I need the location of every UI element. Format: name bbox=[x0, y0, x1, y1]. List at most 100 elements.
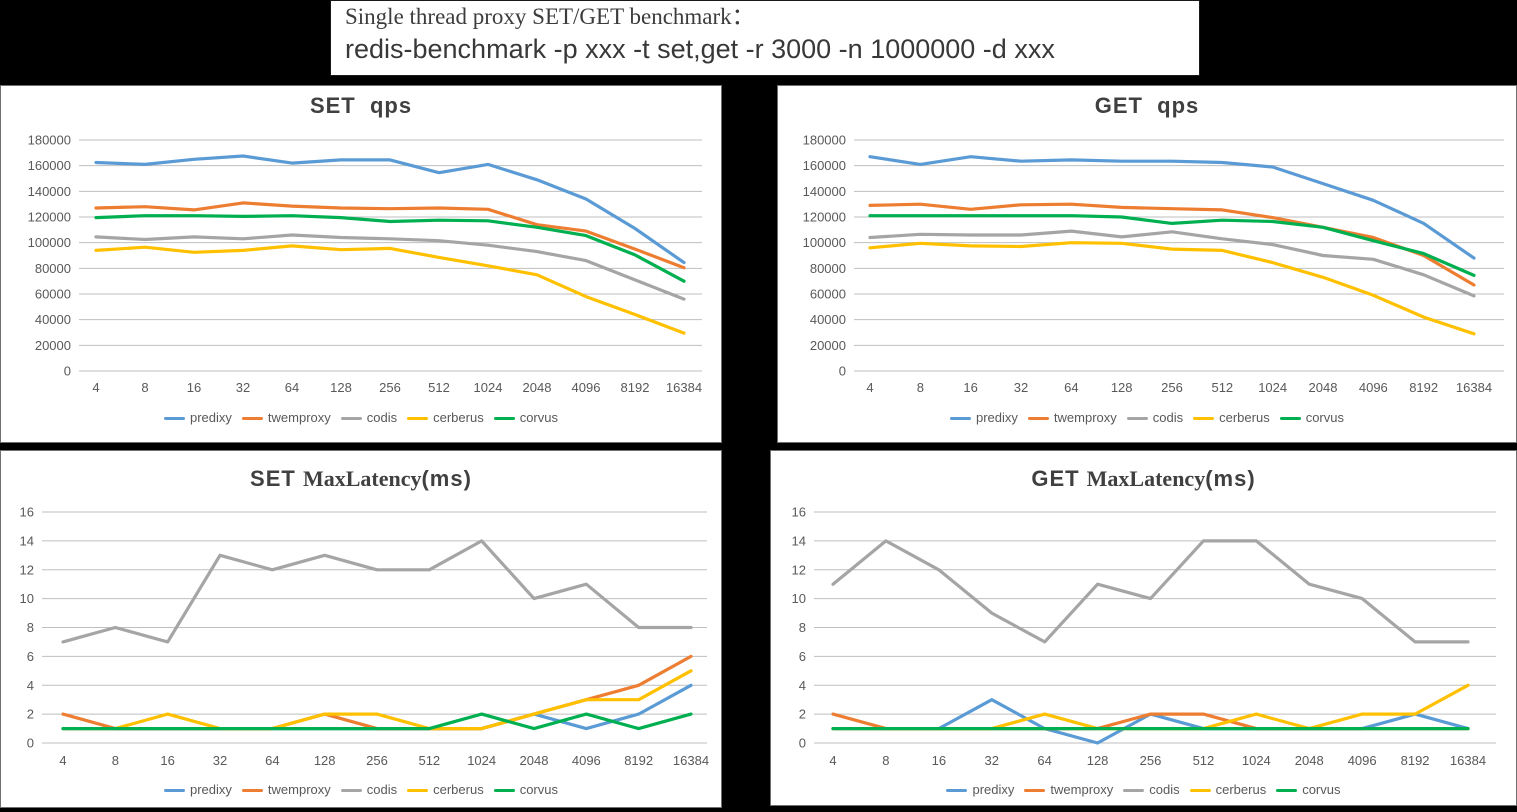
x-axis-label: 4 bbox=[59, 753, 66, 768]
y-axis-label: 8 bbox=[799, 620, 806, 635]
legend-label: codis bbox=[366, 410, 398, 425]
chart-title-text: MaxLatency bbox=[302, 466, 422, 491]
series-line-predixy bbox=[868, 155, 1476, 260]
y-axis-label: 16 bbox=[20, 505, 34, 520]
legend-swatch-predixy bbox=[949, 417, 971, 421]
x-axis-label: 16 bbox=[963, 380, 977, 395]
chart-title-text: (ms) bbox=[1205, 466, 1256, 491]
chart-panel-set-qps: SET qps 0 20000 40000 60000 80000 100000 120000… bbox=[0, 85, 722, 443]
y-axis-label: 0 bbox=[799, 736, 806, 751]
x-axis-label: 8192 bbox=[1409, 380, 1438, 395]
y-axis-label: 60000 bbox=[810, 287, 846, 302]
legend-swatch-corvus bbox=[1276, 789, 1298, 793]
x-axis-label: 256 bbox=[379, 380, 401, 395]
chart-panel-set-maxlatency: SET MaxLatency(ms) 0 2 4 6 8 10 12 14 16 4 8 16 32 64 1… bbox=[0, 450, 722, 808]
x-axis-label: 16 bbox=[932, 753, 946, 768]
legend-label: codis bbox=[1149, 782, 1180, 797]
y-axis-label: 0 bbox=[64, 364, 71, 379]
chart-panel-get-qps: GET qps 0 20000 40000 60000 80000 100000 120000… bbox=[777, 85, 1517, 443]
x-axis-label: 4096 bbox=[1348, 753, 1377, 768]
x-axis-label: 8192 bbox=[621, 380, 650, 395]
series-line-codis bbox=[868, 229, 1476, 298]
x-axis-label: 2048 bbox=[520, 753, 549, 768]
series-line-codis bbox=[61, 539, 693, 644]
x-axis-label: 8 bbox=[882, 753, 889, 768]
chart-title: SET qps bbox=[1, 93, 721, 119]
x-axis-label: 256 bbox=[1140, 753, 1162, 768]
legend-label: corvus bbox=[1302, 782, 1341, 797]
legend-swatch-twemproxy bbox=[241, 417, 263, 421]
series-line-corvus bbox=[94, 214, 686, 283]
legend-item-corvus: corvus bbox=[1279, 410, 1344, 425]
x-axis-label: 128 bbox=[314, 753, 336, 768]
legend-swatch-cerberus bbox=[407, 789, 429, 793]
legend-label: twemproxy bbox=[1053, 410, 1117, 425]
legend-label: predixy bbox=[189, 782, 232, 797]
series-line-codis bbox=[94, 233, 686, 301]
legend-swatch-codis bbox=[340, 789, 362, 793]
y-axis-label: 14 bbox=[20, 533, 34, 548]
legend-swatch-predixy bbox=[163, 417, 185, 421]
series-line-twemproxy bbox=[868, 202, 1476, 287]
y-axis-label: 6 bbox=[799, 649, 806, 664]
y-axis-label: 4 bbox=[27, 678, 34, 693]
x-axis-label: 16384 bbox=[666, 380, 702, 395]
legend-swatch-twemproxy bbox=[1027, 417, 1049, 421]
x-axis-label: 16 bbox=[160, 753, 174, 768]
legend-item-codis: codis bbox=[1126, 410, 1183, 425]
chart-title: SET MaxLatency(ms) bbox=[1, 466, 721, 492]
legend-item-cerberus: cerberus bbox=[1189, 782, 1266, 797]
chart-title: GET qps bbox=[778, 93, 1516, 119]
x-axis-label: 4096 bbox=[1359, 380, 1388, 395]
x-axis-label: 8192 bbox=[624, 753, 653, 768]
legend-item-codis: codis bbox=[340, 782, 398, 797]
legend-item-predixy: predixy bbox=[946, 782, 1014, 797]
title-box: Single thread proxy SET/GET benchmark： r… bbox=[330, 0, 1200, 76]
legend-item-corvus: corvus bbox=[1276, 782, 1341, 797]
y-axis-label: 60000 bbox=[35, 287, 71, 302]
y-axis-label: 14 bbox=[792, 533, 806, 548]
series-line-codis bbox=[831, 539, 1470, 644]
x-axis-label: 8192 bbox=[1401, 753, 1430, 768]
x-axis-label: 2048 bbox=[1295, 753, 1324, 768]
legend-label: twemproxy bbox=[1050, 782, 1114, 797]
legend-label: codis bbox=[366, 782, 398, 797]
legend-swatch-cerberus bbox=[1189, 789, 1211, 793]
legend-item-predixy: predixy bbox=[163, 782, 232, 797]
x-axis-label: 4 bbox=[866, 380, 873, 395]
y-axis-label: 6 bbox=[27, 649, 34, 664]
legend-swatch-cerberus bbox=[1193, 417, 1215, 421]
legend-swatch-codis bbox=[1126, 417, 1148, 421]
legend-label: predixy bbox=[189, 410, 232, 425]
chart-title-text: GET qps bbox=[1094, 93, 1200, 118]
series-line-twemproxy bbox=[94, 201, 686, 270]
benchmark-command: redis-benchmark -p xxx -t set,get -r 300… bbox=[345, 34, 1055, 64]
legend-label: corvus bbox=[519, 410, 558, 425]
legend-item-cerberus: cerberus bbox=[407, 782, 484, 797]
legend-item-cerberus: cerberus bbox=[407, 410, 484, 425]
legend-item-twemproxy: twemproxy bbox=[1027, 410, 1117, 425]
y-axis-label: 10 bbox=[792, 591, 806, 606]
y-axis-label: 12 bbox=[20, 562, 34, 577]
legend-item-corvus: corvus bbox=[493, 410, 558, 425]
y-axis-label: 8 bbox=[27, 620, 34, 635]
x-axis-label: 2048 bbox=[1309, 380, 1338, 395]
x-axis-label: 16384 bbox=[1456, 380, 1492, 395]
legend-item-corvus: corvus bbox=[493, 782, 558, 797]
chart-title-text: MaxLatency bbox=[1086, 466, 1206, 491]
legend-swatch-predixy bbox=[163, 789, 185, 793]
legend-label: corvus bbox=[1305, 410, 1344, 425]
chart-title-text: SET bbox=[250, 466, 303, 491]
y-axis-label: 120000 bbox=[803, 210, 846, 225]
legend-item-predixy: predixy bbox=[949, 410, 1018, 425]
x-axis-label: 256 bbox=[1161, 380, 1183, 395]
chart-panel-get-maxlatency: GET MaxLatency(ms) 0 2 4 6 8 10 12 14 16 4 8 16 32 64 1… bbox=[770, 450, 1517, 806]
x-axis-label: 512 bbox=[428, 380, 450, 395]
y-axis-label: 10 bbox=[20, 591, 34, 606]
chart-title: GET MaxLatency(ms) bbox=[771, 466, 1516, 492]
legend-label: twemproxy bbox=[267, 782, 331, 797]
y-axis-label: 100000 bbox=[28, 235, 71, 250]
chart-title-text: GET bbox=[1031, 466, 1087, 491]
legend-label: twemproxy bbox=[267, 410, 331, 425]
